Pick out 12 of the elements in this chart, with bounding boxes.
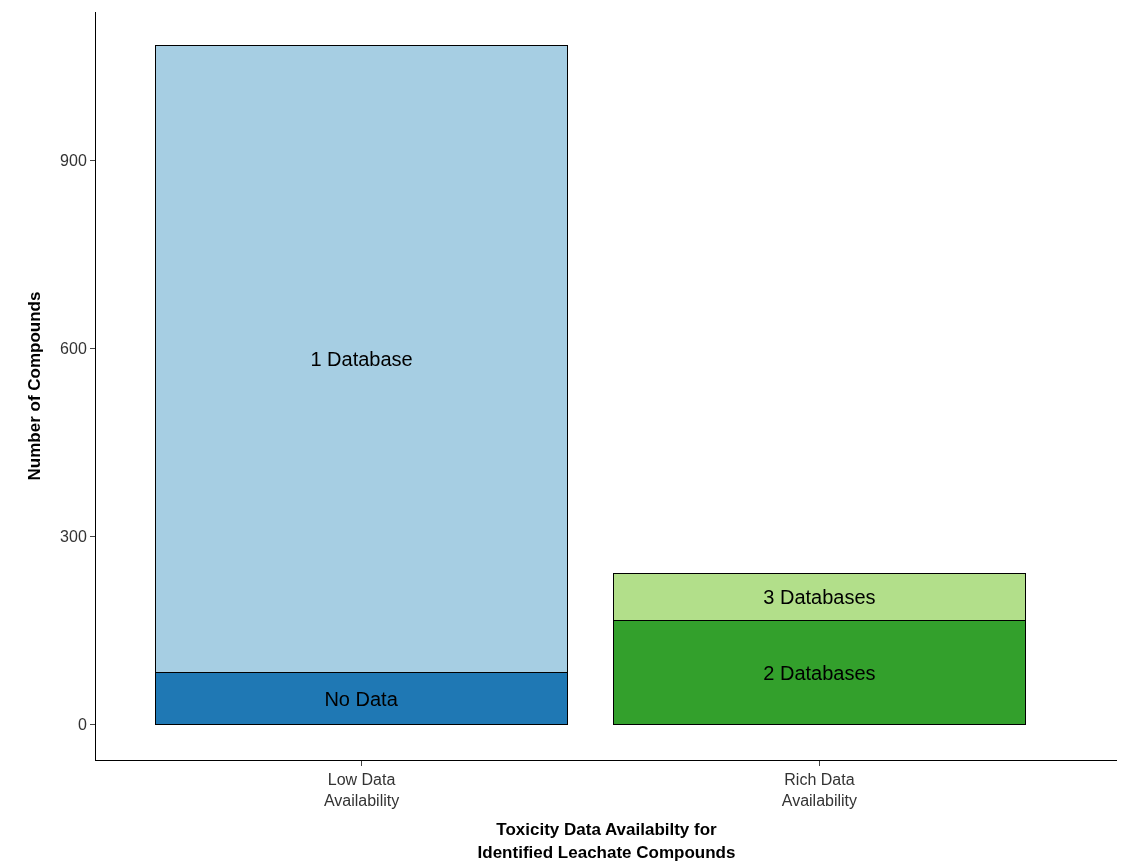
series-label: 1 Database <box>310 348 413 371</box>
x-axis-title: Toxicity Data Availabilty for Identified Leachate Compounds <box>477 820 736 862</box>
y-tick-label: 0 <box>77 716 87 734</box>
y-tick-label: 900 <box>60 151 87 169</box>
x-tick-label: Low Data Availability <box>323 771 400 809</box>
series-label: 2 Databases <box>763 661 876 684</box>
y-axis-title: Number of Compounds <box>24 291 44 481</box>
y-tick-label: 300 <box>60 528 87 546</box>
x-tick-label: Rich Data Availability <box>781 771 858 809</box>
y-tick-label: 600 <box>60 339 87 357</box>
series-label: No Data <box>324 687 399 710</box>
series-label: 3 Databases <box>763 585 876 608</box>
